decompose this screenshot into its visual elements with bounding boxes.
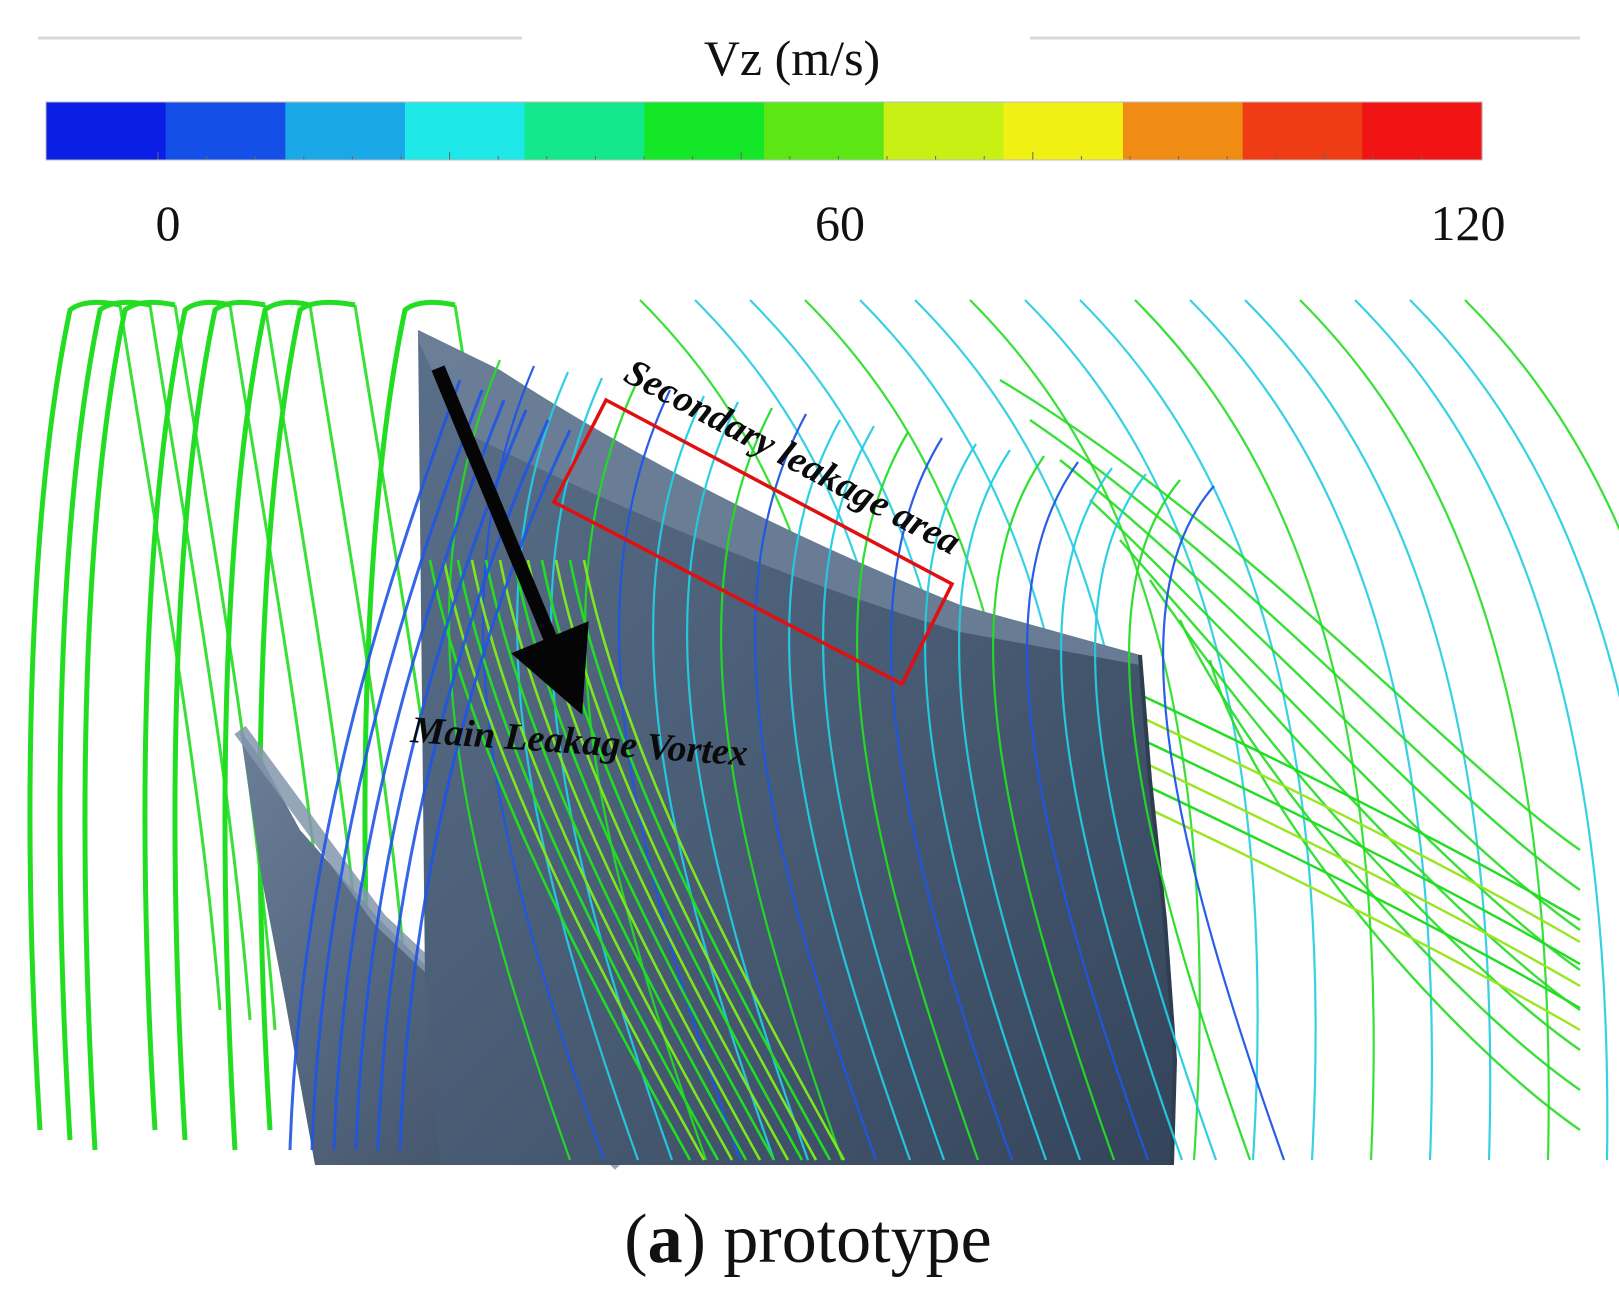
streamline bbox=[1089, 499, 1581, 971]
streamline bbox=[398, 429, 572, 1151]
streamline bbox=[1029, 419, 1581, 891]
streamline bbox=[1127, 479, 1252, 1161]
streamline bbox=[288, 379, 462, 1151]
streamline bbox=[428, 559, 692, 1161]
streamline bbox=[754, 413, 878, 1161]
streamline bbox=[999, 378, 1581, 851]
secondary-leakage-box bbox=[551, 397, 955, 687]
streamline bbox=[448, 359, 572, 1161]
streamline bbox=[27, 299, 121, 1131]
streamline bbox=[923, 443, 1048, 1161]
colorbar-band bbox=[405, 102, 526, 160]
streamline bbox=[1129, 798, 1581, 1032]
colorbar-title: Vz (m/s) bbox=[704, 30, 880, 86]
tick-label-60: 60 bbox=[815, 195, 865, 251]
streamline bbox=[482, 365, 606, 1161]
colorbar-band bbox=[764, 102, 885, 160]
colorbar-band bbox=[644, 102, 765, 160]
streamline bbox=[582, 559, 846, 1161]
streamline bbox=[1079, 299, 1317, 1161]
colorbar-band bbox=[524, 102, 645, 160]
streamline bbox=[1189, 299, 1434, 1161]
streamline bbox=[1119, 539, 1581, 1011]
main-blade-trailing-edge bbox=[1138, 654, 1178, 1166]
colorbar-band bbox=[285, 102, 406, 160]
streamline bbox=[568, 559, 832, 1161]
streamline bbox=[1059, 459, 1581, 931]
streamline bbox=[1208, 659, 1581, 1131]
streamline bbox=[148, 304, 252, 1021]
streamline bbox=[1129, 710, 1581, 944]
streamline bbox=[822, 425, 946, 1161]
streamline bbox=[172, 299, 266, 1141]
streamline bbox=[1299, 299, 1550, 1161]
streamline bbox=[686, 401, 810, 1161]
streamline bbox=[1178, 619, 1581, 1091]
streamline bbox=[442, 559, 706, 1161]
colorbar-band bbox=[1242, 102, 1363, 160]
streamline bbox=[1129, 776, 1581, 1010]
streamline bbox=[855, 431, 980, 1161]
streamline bbox=[1024, 299, 1259, 1161]
streamline bbox=[788, 419, 912, 1161]
streamline bbox=[1025, 461, 1150, 1161]
streamline bbox=[118, 304, 222, 1011]
streamline bbox=[1409, 299, 1619, 699]
streamline bbox=[142, 299, 231, 1131]
streamline bbox=[376, 419, 550, 1151]
colorbar-band bbox=[1123, 102, 1244, 160]
streamline bbox=[456, 559, 720, 1161]
streamline bbox=[1129, 732, 1581, 966]
streamline bbox=[1134, 299, 1375, 1161]
streamline bbox=[889, 437, 1014, 1161]
streamline bbox=[257, 299, 356, 1131]
caption-letter: a bbox=[648, 1201, 683, 1278]
streamline bbox=[720, 407, 844, 1161]
streamline bbox=[1129, 754, 1581, 988]
streamline bbox=[470, 559, 734, 1161]
tick-label-120: 120 bbox=[1431, 195, 1506, 251]
streamline bbox=[1464, 299, 1619, 532]
streamline bbox=[1093, 473, 1218, 1161]
colorbar-band bbox=[1362, 102, 1483, 160]
colorbar-band bbox=[165, 102, 286, 160]
colorbar-band bbox=[46, 102, 167, 160]
streamline bbox=[1244, 299, 1492, 1161]
streamline bbox=[222, 299, 311, 1151]
streamline bbox=[1129, 688, 1581, 922]
colorbar-band bbox=[883, 102, 1004, 160]
tick-label-0: 0 bbox=[156, 195, 181, 251]
colorbar bbox=[46, 102, 1483, 160]
streamline bbox=[1354, 299, 1609, 1161]
streamline bbox=[1149, 579, 1581, 1051]
streamline bbox=[969, 299, 1201, 1161]
colorbar-band bbox=[1003, 102, 1124, 160]
streamline bbox=[1059, 467, 1184, 1161]
streamline bbox=[1161, 485, 1286, 1161]
main-leakage-arrow bbox=[431, 365, 589, 715]
streamline bbox=[82, 299, 176, 1151]
streamline bbox=[618, 389, 742, 1161]
streamline bbox=[57, 299, 151, 1141]
streamline bbox=[310, 389, 484, 1151]
figure-caption: (a) prototype bbox=[624, 1201, 991, 1278]
streamline bbox=[332, 399, 506, 1151]
caption-text: ) prototype bbox=[683, 1201, 992, 1278]
render-scene: Main Leakage Vortex Secondary leakage ar… bbox=[27, 299, 1619, 1170]
streamline bbox=[957, 449, 1082, 1161]
streamline bbox=[991, 455, 1116, 1161]
colorbar-frame bbox=[45, 101, 1483, 161]
streamline bbox=[484, 559, 748, 1161]
caption-open-paren: ( bbox=[624, 1201, 647, 1278]
